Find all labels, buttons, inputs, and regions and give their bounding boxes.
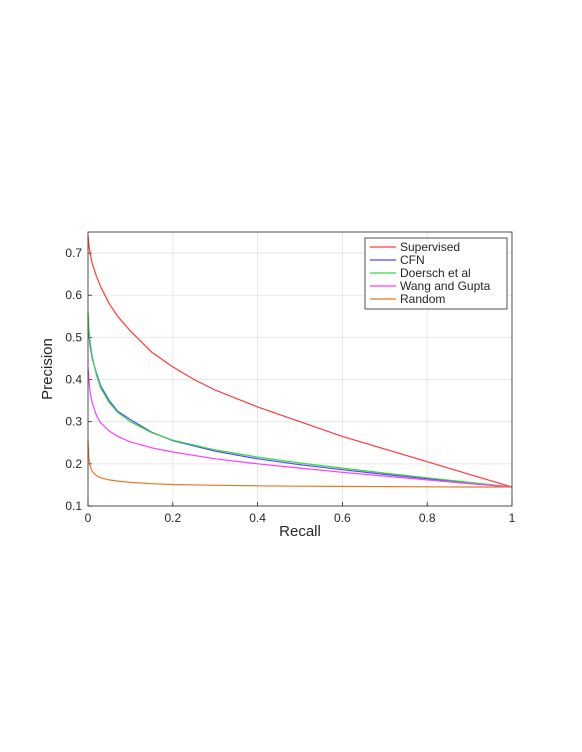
- legend-label: Wang and Gupta: [400, 279, 491, 293]
- y-ticks: 0.1 0.2 0.3 0.4 0.5 0.6 0.7: [65, 246, 92, 513]
- y-tick-label: 0.4: [65, 373, 82, 387]
- x-tick-label: 1: [509, 511, 516, 525]
- legend-label: CFN: [400, 253, 425, 267]
- y-tick-label: 0.3: [65, 415, 82, 429]
- series-line-wang-and-gupta: [87, 366, 513, 488]
- legend-label: Random: [400, 292, 445, 306]
- series-line-supervised: [87, 236, 513, 488]
- legend-label: Supervised: [400, 240, 460, 254]
- legend-label: Doersch et al: [400, 266, 471, 280]
- x-ticks: 0 0.2 0.4 0.6 0.8 1: [85, 502, 516, 525]
- x-tick-label: 0: [85, 511, 92, 525]
- series-line-random: [87, 440, 512, 488]
- y-tick-label: 0.2: [65, 457, 82, 471]
- y-tick-label: 0.7: [65, 246, 82, 260]
- x-tick-label: 0.4: [249, 511, 266, 525]
- y-tick-label: 0.5: [65, 330, 82, 344]
- plot-frame: [87, 231, 513, 507]
- x-tick-label: 0.8: [419, 511, 436, 525]
- y-axis-label: Precision: [39, 338, 56, 400]
- x-axis-label: Recall: [279, 523, 321, 540]
- y-tick-label: 0.6: [65, 288, 82, 302]
- y-tick-label: 0.1: [65, 499, 82, 513]
- x-tick-label: 0.6: [334, 511, 351, 525]
- grid: [87, 232, 513, 507]
- series-line-doersch-et-al: [87, 312, 513, 488]
- series-lines: [87, 236, 513, 488]
- x-tick-label: 0.2: [164, 511, 181, 525]
